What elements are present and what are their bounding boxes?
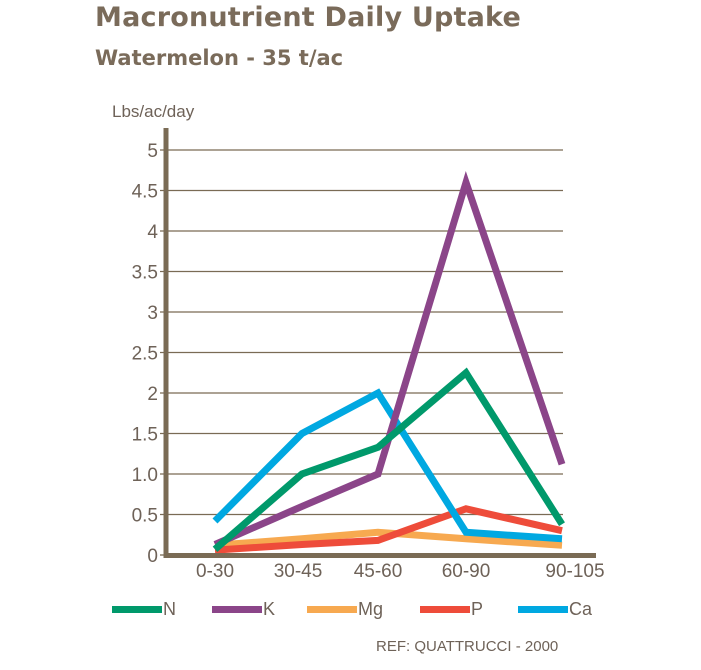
legend-item-n: N bbox=[112, 597, 176, 621]
legend-swatch-icon bbox=[420, 605, 470, 613]
chart-subtitle: Watermelon - 35 t/ac bbox=[95, 46, 344, 70]
legend-item-mg: Mg bbox=[307, 597, 383, 621]
series-line-ca bbox=[212, 388, 563, 543]
series-line-n bbox=[212, 367, 565, 552]
legend-label: Mg bbox=[358, 598, 384, 619]
y-tick-label: 1.0 bbox=[132, 465, 158, 486]
y-tick-label: 2 bbox=[147, 384, 158, 405]
y-axis-ticks: 0 0.5 1.0 1.5 2 2.5 3 3.5 4 4.5 5 bbox=[132, 141, 159, 567]
legend-swatch-icon bbox=[112, 605, 162, 613]
legend-item-ca: Ca bbox=[518, 597, 592, 621]
y-tick-label: 4.5 bbox=[132, 182, 158, 203]
reference-note: REF: QUATTRUCCI - 2000 bbox=[376, 638, 559, 655]
x-axis-ticks: 0-30 30-45 45-60 60-90 90-105 bbox=[196, 561, 605, 582]
y-tick-label: 3 bbox=[147, 303, 158, 324]
gridlines bbox=[160, 149, 563, 556]
legend-label: N bbox=[163, 598, 176, 619]
legend-label: Ca bbox=[569, 598, 593, 619]
x-tick-label: 90-105 bbox=[545, 561, 604, 582]
series-line-k bbox=[213, 170, 566, 548]
y-tick-label: 1.5 bbox=[132, 425, 158, 446]
legend-swatch-icon bbox=[518, 605, 568, 613]
x-tick-label: 45-60 bbox=[354, 561, 403, 582]
x-tick-label: 30-45 bbox=[274, 561, 323, 582]
series-line-p bbox=[214, 505, 563, 554]
chart-title: Macronutrient Daily Uptake bbox=[95, 2, 521, 33]
y-axis-label: Lbs/ac/day bbox=[112, 102, 195, 121]
y-tick-label: 2.5 bbox=[132, 344, 158, 365]
legend-swatch-icon bbox=[212, 605, 262, 613]
legend-label: K bbox=[263, 598, 276, 619]
legend-label: P bbox=[471, 598, 484, 619]
y-tick-label: 3.5 bbox=[132, 263, 158, 284]
data-series bbox=[212, 170, 566, 554]
x-tick-label: 0-30 bbox=[196, 561, 234, 582]
y-tick-label: 0 bbox=[147, 546, 158, 567]
y-tick-label: 5 bbox=[147, 141, 158, 162]
series-line-mg bbox=[214, 528, 563, 549]
y-tick-label: 4 bbox=[147, 222, 158, 243]
y-tick-label: 0.5 bbox=[132, 506, 158, 527]
legend-swatch-icon bbox=[307, 605, 357, 613]
legend: N K Mg P Ca bbox=[112, 597, 632, 621]
legend-item-k: K bbox=[212, 597, 275, 621]
legend-item-p: P bbox=[420, 597, 483, 621]
x-tick-label: 60-90 bbox=[442, 561, 491, 582]
